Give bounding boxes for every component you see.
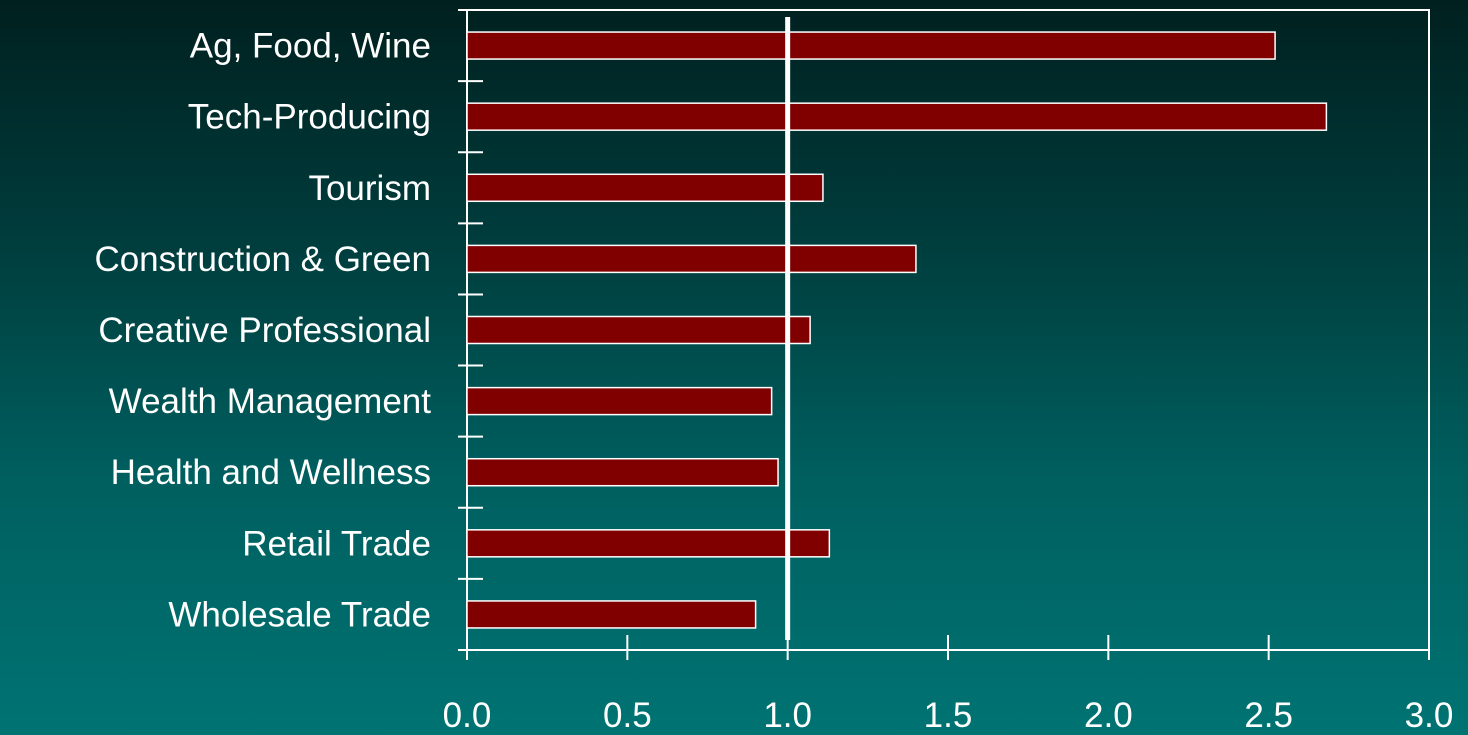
category-label: Creative Professional bbox=[98, 311, 431, 350]
category-label: Tech-Producing bbox=[188, 98, 431, 137]
category-label: Tourism bbox=[308, 169, 431, 208]
x-tick-label: 1.5 bbox=[924, 696, 973, 735]
category-label: Retail Trade bbox=[242, 524, 431, 563]
bar bbox=[466, 600, 757, 629]
bar bbox=[466, 315, 811, 345]
x-axis-ticks: 0.0 0.5 1.0 1.5 2.0 2.5 3.0 bbox=[443, 635, 1454, 735]
x-tick-label: 0.0 bbox=[443, 696, 492, 735]
bar bbox=[466, 244, 917, 274]
category-label: Construction & Green bbox=[94, 240, 431, 279]
x-tick-label: 0.5 bbox=[603, 696, 652, 735]
category-label: Ag, Food, Wine bbox=[190, 27, 431, 66]
x-tick-label: 3.0 bbox=[1405, 696, 1454, 735]
x-tick-label: 2.5 bbox=[1244, 696, 1293, 735]
bar bbox=[466, 457, 779, 487]
category-label: Wholesale Trade bbox=[168, 595, 431, 634]
x-tick-label: 2.0 bbox=[1084, 696, 1133, 735]
category-labels: Ag, Food, Wine Tech-Producing Tourism Const… bbox=[94, 27, 431, 635]
category-label: Wealth Management bbox=[109, 382, 432, 421]
bar bbox=[466, 102, 1328, 131]
bar bbox=[466, 31, 1276, 60]
bar bbox=[466, 386, 773, 416]
category-label: Health and Wellness bbox=[111, 453, 431, 492]
bars bbox=[466, 31, 1328, 629]
x-tick-label: 1.0 bbox=[763, 696, 812, 735]
y-axis-ticks bbox=[458, 9, 483, 651]
bar bbox=[466, 529, 831, 558]
bar bbox=[466, 173, 824, 203]
